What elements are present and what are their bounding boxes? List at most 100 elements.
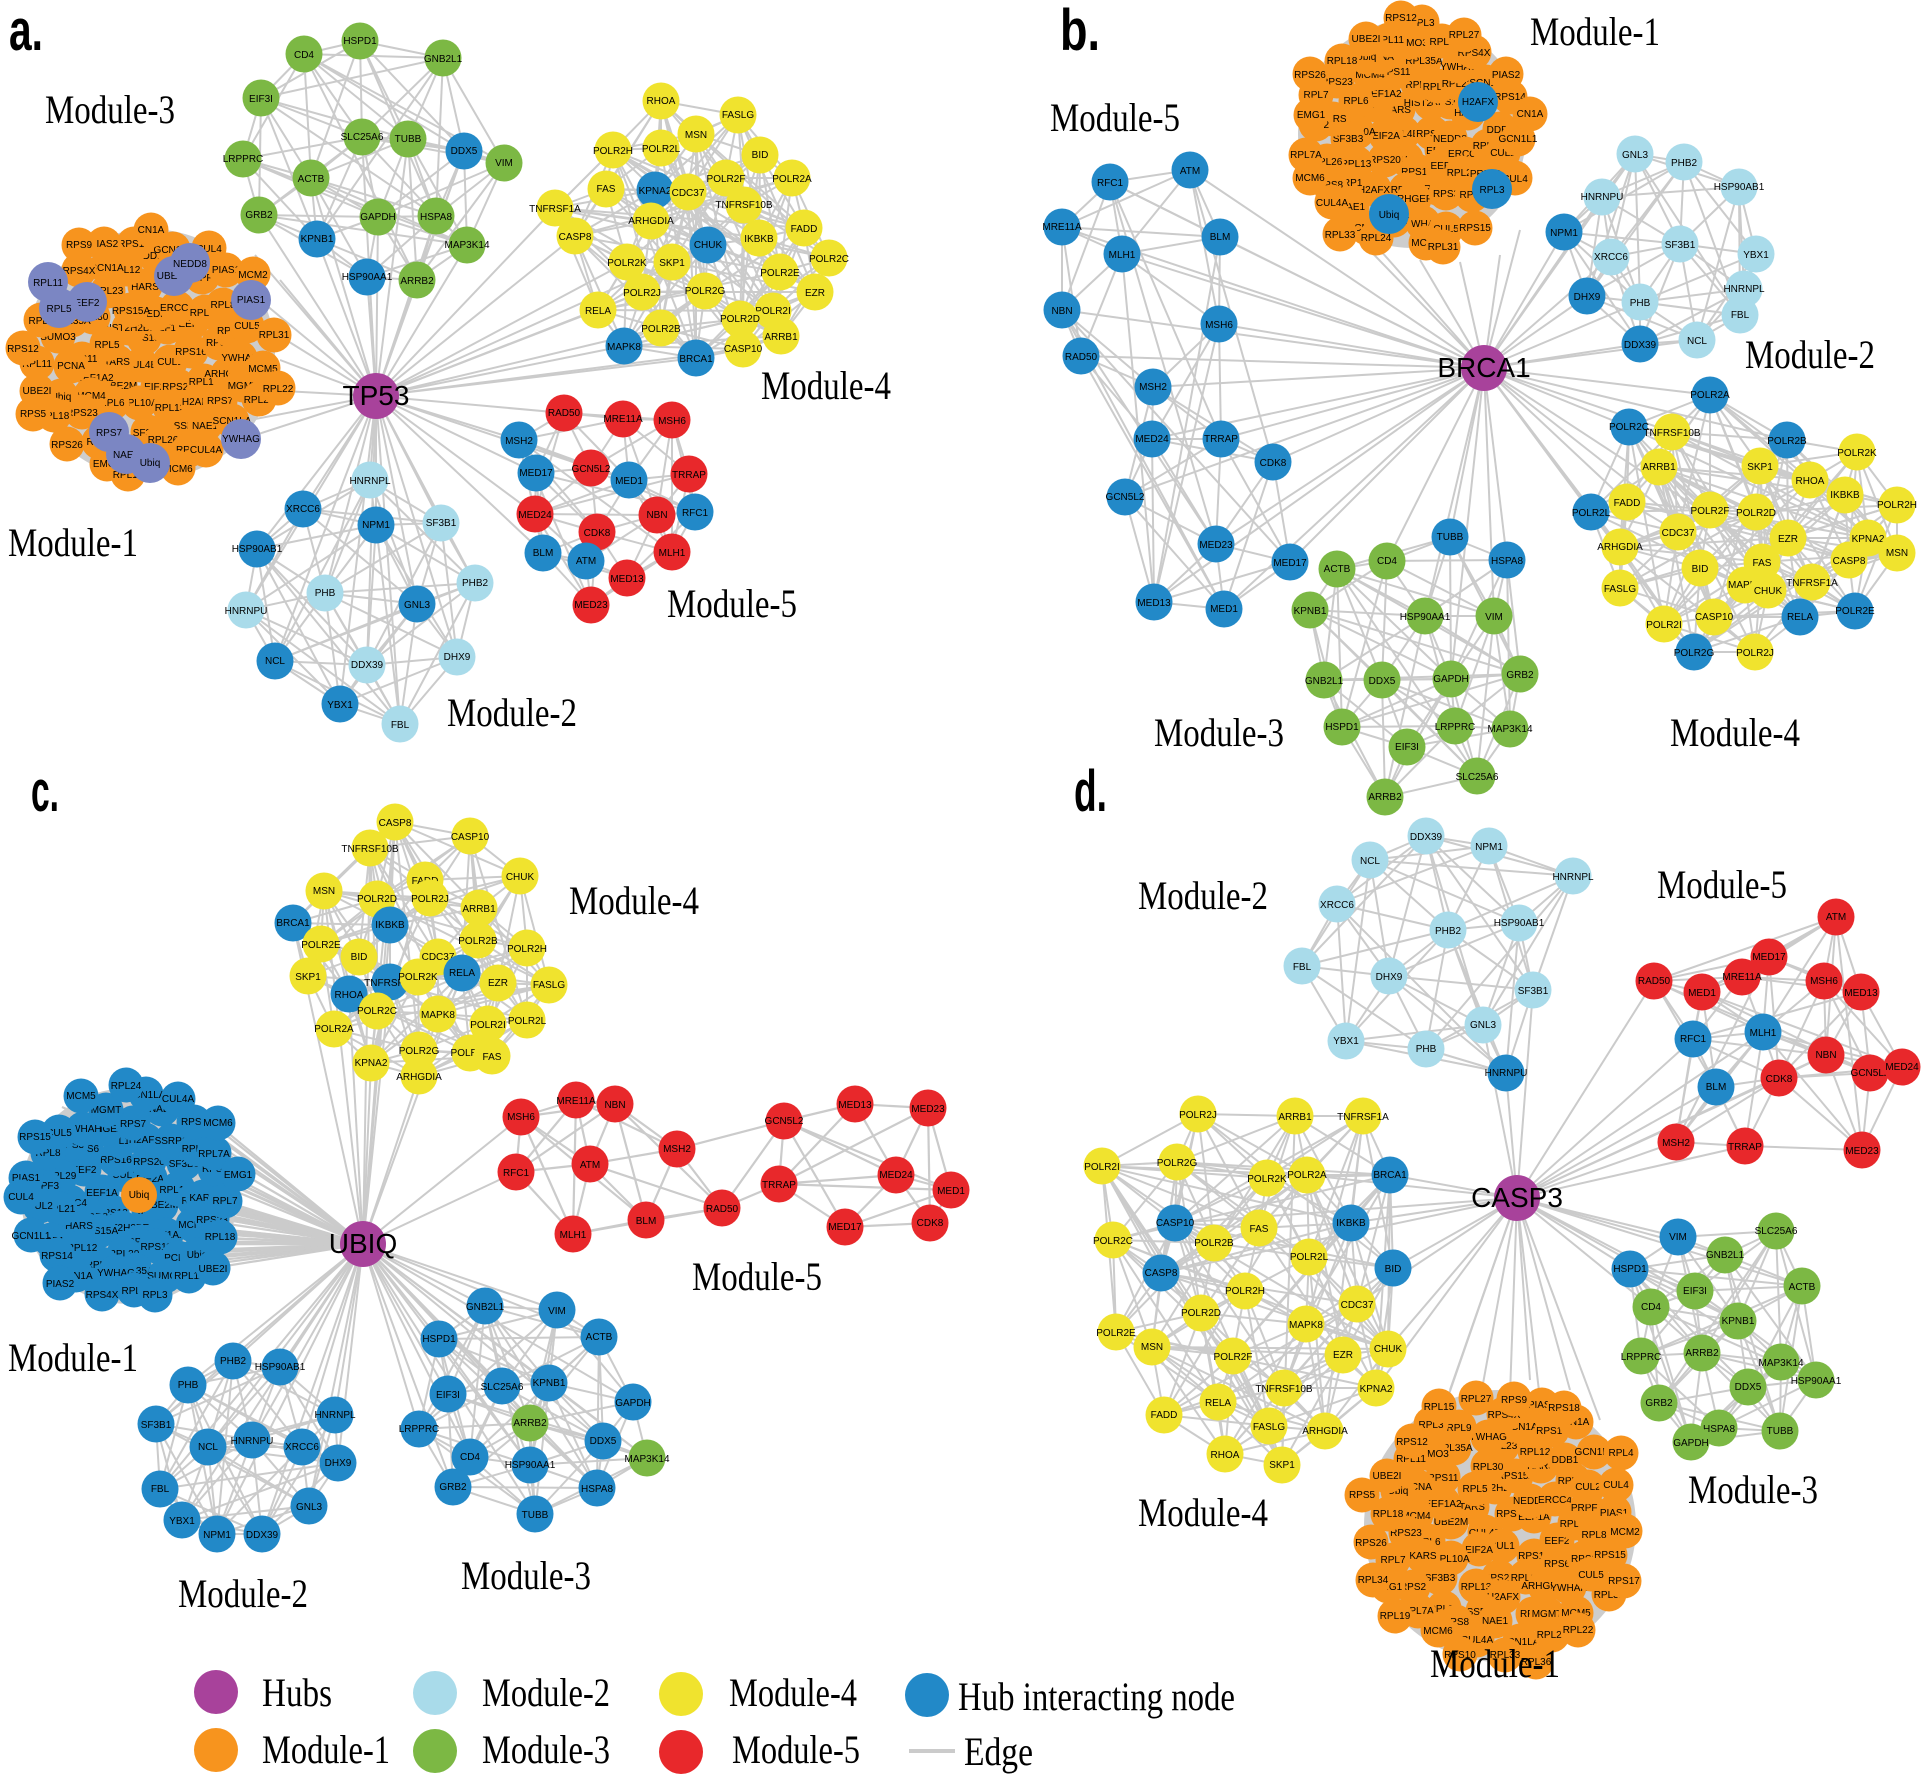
svg-text:ARHGEF4: ARHGEF4: [81, 1124, 129, 1135]
svg-text:Edge: Edge: [964, 1729, 1033, 1774]
svg-text:Ubiq: Ubiq: [51, 392, 72, 403]
svg-text:ACTB: ACTB: [1789, 1282, 1816, 1293]
svg-text:POLR2G: POLR2G: [1157, 1158, 1198, 1169]
svg-text:CUL2: CUL2: [1575, 1482, 1601, 1493]
svg-text:CUL4A: CUL4A: [190, 445, 223, 456]
svg-text:MGMT: MGMT: [228, 381, 259, 392]
svg-text:CN1A: CN1A: [1563, 1417, 1590, 1428]
svg-text:MED23: MED23: [574, 600, 608, 611]
svg-text:RPL8: RPL8: [35, 1148, 60, 1159]
svg-text:POLR2H: POLR2H: [1877, 500, 1917, 511]
svg-text:BRCA1: BRCA1: [1437, 352, 1530, 383]
svg-text:POLR2L: POLR2L: [508, 1016, 547, 1027]
svg-text:HSP90AA1: HSP90AA1: [1400, 612, 1451, 623]
svg-text:NAE1: NAE1: [113, 450, 140, 461]
svg-text:POLR2E: POLR2E: [1096, 1328, 1136, 1339]
svg-text:RPL24: RPL24: [111, 1081, 142, 1092]
svg-text:EEF1A: EEF1A: [86, 1188, 118, 1199]
svg-text:POLR2F: POLR2F: [1214, 1352, 1253, 1363]
svg-text:POLR2C: POLR2C: [1609, 422, 1649, 433]
svg-text:RPL33: RPL33: [1490, 1650, 1521, 1661]
svg-text:POLR2H: POLR2H: [507, 944, 547, 955]
svg-text:GNB2L1: GNB2L1: [1305, 676, 1344, 687]
svg-text:DDB1: DDB1: [1552, 1455, 1579, 1466]
svg-text:PIAS2: PIAS2: [1528, 1400, 1557, 1411]
svg-text:RPS13: RPS13: [1496, 1509, 1528, 1520]
svg-text:RFC1: RFC1: [682, 508, 709, 519]
svg-text:ARHGDIA: ARHGDIA: [1597, 542, 1643, 553]
svg-text:MAP3K14: MAP3K14: [624, 1454, 669, 1465]
svg-text:KPNA2: KPNA2: [1852, 534, 1885, 545]
svg-text:SKP1: SKP1: [1747, 462, 1773, 473]
svg-text:CUL4A: CUL4A: [162, 1094, 195, 1105]
svg-text:EEF2: EEF2: [74, 298, 99, 309]
svg-text:EZR: EZR: [1333, 1350, 1353, 1361]
svg-text:YWHAG: YWHAG: [1469, 1432, 1507, 1443]
svg-text:POLR2G: POLR2G: [685, 286, 726, 297]
svg-text:TRRAP: TRRAP: [762, 1180, 796, 1191]
svg-text:RPS3: RPS3: [1433, 189, 1460, 200]
svg-text:SKP1: SKP1: [1269, 1460, 1295, 1471]
svg-text:YBX1: YBX1: [169, 1516, 195, 1527]
svg-text:PCNA: PCNA: [164, 1253, 192, 1264]
svg-text:DDX39: DDX39: [351, 660, 384, 671]
svg-text:RPS15A: RPS15A: [80, 1226, 119, 1237]
svg-text:GNL3: GNL3: [404, 600, 431, 611]
svg-text:Module-2: Module-2: [178, 1571, 308, 1616]
svg-text:CHUK: CHUK: [1754, 586, 1783, 597]
svg-text:PHB2: PHB2: [462, 578, 489, 589]
svg-text:CASP8: CASP8: [559, 232, 592, 243]
svg-text:RPL7A: RPL7A: [198, 1149, 230, 1160]
svg-text:TARS: TARS: [1385, 105, 1411, 116]
svg-text:UBE2M: UBE2M: [144, 1200, 178, 1211]
svg-text:HSP90AB1: HSP90AB1: [255, 1362, 306, 1373]
svg-text:POLR2L: POLR2L: [1290, 1252, 1329, 1263]
svg-text:MGMT: MGMT: [91, 1105, 122, 1116]
svg-text:CD4: CD4: [294, 50, 314, 61]
svg-text:GRB2: GRB2: [439, 1482, 467, 1493]
svg-text:RPS6: RPS6: [1544, 1559, 1571, 1570]
svg-text:DDB1: DDB1: [1487, 125, 1514, 136]
svg-text:EZR: EZR: [488, 978, 508, 989]
svg-text:ATM: ATM: [1826, 912, 1846, 923]
svg-text:RPS9: RPS9: [1501, 1395, 1528, 1406]
svg-text:RPS7: RPS7: [120, 1119, 147, 1130]
svg-text:NPM1: NPM1: [1475, 842, 1503, 853]
svg-text:CUL1: CUL1: [1489, 1541, 1515, 1552]
svg-text:VIM: VIM: [548, 1306, 566, 1317]
svg-text:MCM6: MCM6: [1423, 1626, 1453, 1637]
svg-text:RPL33: RPL33: [1325, 230, 1356, 241]
svg-text:TNFRSF1A: TNFRSF1A: [364, 978, 416, 989]
svg-text:EIF3I: EIF3I: [436, 1390, 460, 1401]
svg-text:POLR2J: POLR2J: [1179, 1110, 1217, 1121]
svg-text:ARHGDIA: ARHGDIA: [628, 216, 674, 227]
svg-text:TARS: TARS: [1459, 1502, 1485, 1513]
svg-text:RPL14: RPL14: [1511, 1573, 1542, 1584]
svg-text:POLR2C: POLR2C: [357, 1006, 397, 1017]
svg-text:CUL2: CUL2: [1490, 148, 1516, 159]
svg-text:ERCC4: ERCC4: [1448, 149, 1482, 160]
svg-text:NPM1: NPM1: [362, 520, 390, 531]
svg-text:RPS26: RPS26: [1294, 70, 1326, 81]
svg-text:PIAS1: PIAS1: [212, 265, 241, 276]
svg-text:RPL30: RPL30: [1473, 1462, 1504, 1473]
svg-text:VIM: VIM: [1669, 1232, 1687, 1243]
svg-text:HNRNPL: HNRNPL: [349, 476, 391, 487]
svg-text:RPL29: RPL29: [1447, 168, 1478, 179]
svg-text:YWHAH: YWHAH: [1404, 219, 1441, 230]
svg-text:HSP90AB1: HSP90AB1: [1714, 182, 1765, 193]
svg-text:POLR2H: POLR2H: [593, 146, 633, 157]
svg-text:XRCC6: XRCC6: [286, 504, 320, 515]
svg-text:CDC37: CDC37: [1341, 1300, 1374, 1311]
svg-text:TNFRSF10B: TNFRSF10B: [715, 200, 773, 211]
svg-text:HSPA8: HSPA8: [1491, 556, 1523, 567]
svg-text:FASLG: FASLG: [722, 110, 754, 121]
svg-text:a.: a.: [9, 0, 43, 63]
svg-text:RPS15A: RPS15A: [1431, 97, 1470, 108]
svg-text:CN1A: CN1A: [138, 225, 165, 236]
svg-text:RELA: RELA: [585, 306, 611, 317]
svg-text:d.: d.: [1074, 759, 1107, 824]
svg-text:HSP90AB1: HSP90AB1: [232, 544, 283, 555]
svg-text:PHB2: PHB2: [1435, 926, 1462, 937]
svg-text:POLR2A: POLR2A: [772, 174, 812, 185]
